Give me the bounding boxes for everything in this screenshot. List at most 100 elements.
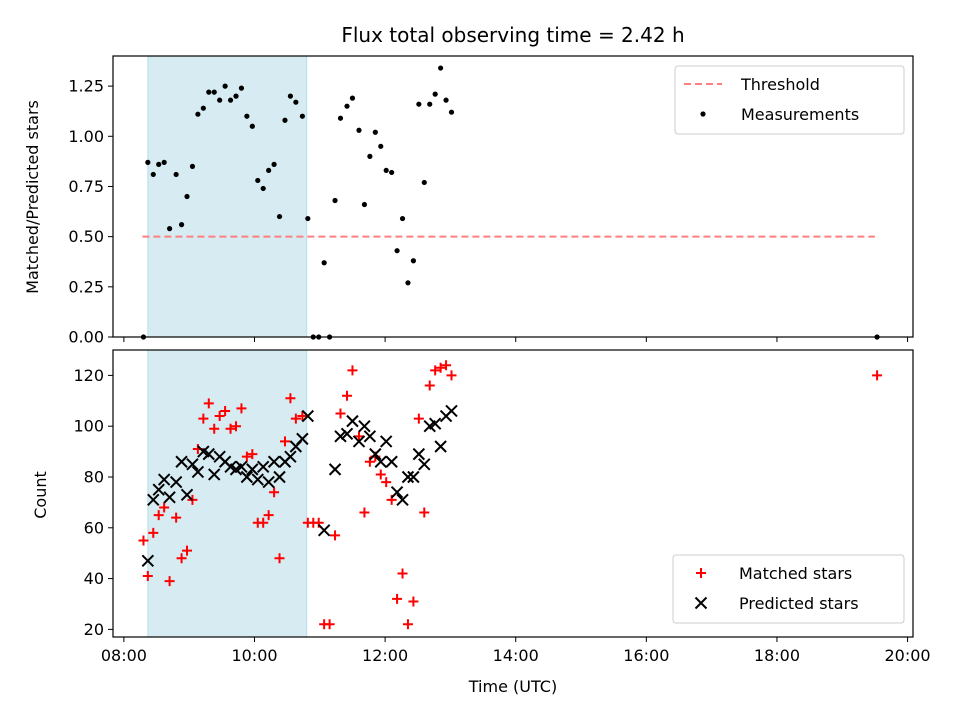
data-point bbox=[246, 463, 259, 476]
legend: Matched stars Predicted stars bbox=[672, 554, 905, 624]
data-point bbox=[290, 413, 301, 424]
data-point bbox=[358, 419, 371, 433]
data-point bbox=[297, 411, 308, 422]
x-axis-title: Time (UTC) bbox=[468, 677, 557, 696]
data-point bbox=[156, 161, 162, 167]
legend-box bbox=[672, 554, 905, 624]
data-point bbox=[396, 493, 409, 507]
data-point bbox=[267, 455, 281, 468]
legend-swatch bbox=[700, 111, 706, 117]
data-point bbox=[363, 430, 377, 443]
axes-frame bbox=[112, 55, 914, 338]
data-point bbox=[269, 487, 280, 498]
data-point bbox=[225, 423, 236, 434]
y-tick-label: 120 bbox=[73, 366, 104, 385]
data-point bbox=[375, 469, 386, 480]
x-tick-label: 10:00 bbox=[231, 646, 277, 665]
data-point bbox=[262, 475, 275, 489]
data-point bbox=[271, 161, 277, 167]
data-point bbox=[397, 568, 408, 579]
chart-title: Flux total observing time = 2.42 h bbox=[341, 23, 684, 47]
x-tick-label: 12:00 bbox=[362, 646, 408, 665]
x-tick-label: 08:00 bbox=[101, 646, 147, 665]
data-point bbox=[389, 169, 395, 176]
data-point bbox=[317, 524, 331, 537]
data-point bbox=[401, 470, 415, 484]
y-tick-label: 0.00 bbox=[68, 328, 104, 347]
data-point bbox=[441, 360, 452, 371]
data-point bbox=[256, 460, 270, 474]
data-point bbox=[347, 365, 358, 376]
y-tick-label: 1.00 bbox=[68, 127, 104, 146]
data-point bbox=[255, 177, 261, 184]
data-point bbox=[330, 530, 341, 541]
data-point bbox=[448, 109, 455, 115]
x-tick-label: 14:00 bbox=[493, 646, 539, 665]
data-point bbox=[152, 483, 165, 496]
data-point bbox=[166, 226, 173, 232]
top-y-axis-title: Matched/Predicted stars bbox=[23, 100, 42, 294]
data-point bbox=[206, 89, 212, 95]
data-point bbox=[180, 488, 194, 501]
data-point bbox=[211, 89, 217, 95]
data-point bbox=[321, 260, 327, 266]
y-tick-label: 60 bbox=[84, 518, 104, 537]
y-tick-label: 0.25 bbox=[68, 277, 104, 296]
data-point bbox=[249, 123, 255, 129]
data-point bbox=[872, 370, 883, 381]
y-tick-label: 20 bbox=[84, 620, 104, 639]
data-point bbox=[419, 507, 430, 518]
data-point bbox=[418, 458, 431, 471]
data-point bbox=[445, 404, 458, 418]
data-point bbox=[367, 153, 373, 159]
data-point bbox=[258, 517, 269, 528]
data-point bbox=[285, 393, 296, 404]
data-point bbox=[421, 179, 427, 186]
data-point bbox=[374, 455, 387, 468]
x-tick-label: 16:00 bbox=[623, 646, 669, 665]
data-point bbox=[169, 475, 183, 489]
data-point bbox=[203, 398, 214, 409]
data-point bbox=[381, 477, 392, 488]
data-point bbox=[284, 450, 297, 463]
data-point bbox=[412, 447, 426, 461]
data-point bbox=[195, 111, 201, 117]
data-point bbox=[178, 222, 185, 228]
data-point bbox=[356, 127, 362, 133]
data-point bbox=[159, 502, 170, 513]
top-plot: 0.00 0.25 0.50 0.75 1.00 1.25 Threshold Measure… bbox=[68, 55, 914, 347]
data-point bbox=[416, 101, 422, 107]
data-point bbox=[328, 463, 342, 476]
data-point bbox=[392, 593, 403, 604]
data-point bbox=[260, 185, 266, 192]
data-point bbox=[163, 491, 176, 504]
legend-box bbox=[674, 65, 905, 135]
data-point bbox=[153, 510, 164, 521]
data-point bbox=[142, 571, 153, 582]
shaded-span bbox=[147, 349, 308, 638]
data-point bbox=[334, 430, 347, 443]
data-point bbox=[349, 95, 356, 101]
data-point bbox=[200, 105, 206, 111]
data-point bbox=[410, 258, 417, 264]
legend-swatch bbox=[694, 596, 708, 610]
data-point bbox=[443, 97, 449, 103]
data-point bbox=[408, 596, 419, 607]
data-point bbox=[353, 431, 364, 442]
data-point bbox=[378, 143, 384, 149]
legend-label: Matched stars bbox=[739, 564, 852, 583]
data-point bbox=[372, 129, 378, 135]
data-point bbox=[379, 435, 393, 448]
y-tick-label: 100 bbox=[73, 417, 104, 436]
data-point bbox=[147, 493, 160, 507]
legend-label: Measurements bbox=[741, 105, 859, 124]
data-point bbox=[390, 486, 404, 499]
data-point bbox=[299, 113, 305, 119]
y-tick-label: 40 bbox=[84, 569, 104, 588]
data-point bbox=[189, 163, 196, 169]
series-predicted-stars bbox=[141, 404, 458, 568]
data-point bbox=[407, 470, 420, 484]
data-point bbox=[427, 101, 433, 107]
data-point bbox=[301, 409, 315, 423]
